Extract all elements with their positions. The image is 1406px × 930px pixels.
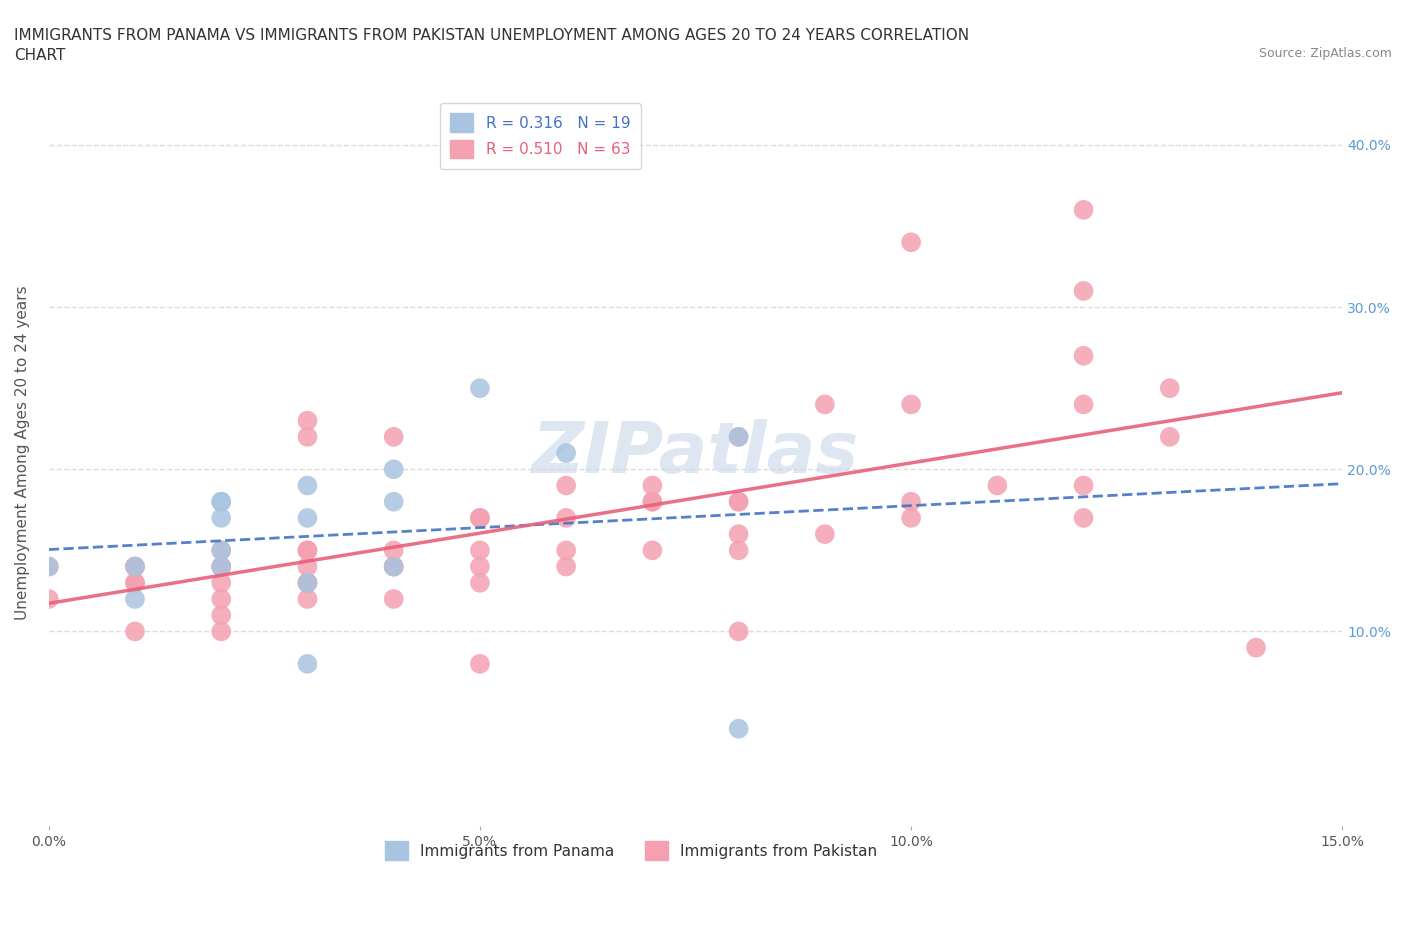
Point	[1073, 203, 1095, 218]
Point	[1159, 430, 1181, 445]
Point	[727, 494, 749, 509]
Point	[555, 478, 578, 493]
Point	[297, 511, 319, 525]
Point	[555, 543, 578, 558]
Point	[641, 494, 664, 509]
Point	[297, 543, 319, 558]
Point	[124, 576, 146, 591]
Point	[468, 511, 491, 525]
Point	[641, 494, 664, 509]
Point	[555, 559, 578, 574]
Text: Source: ZipAtlas.com: Source: ZipAtlas.com	[1258, 46, 1392, 60]
Y-axis label: Unemployment Among Ages 20 to 24 years: Unemployment Among Ages 20 to 24 years	[15, 286, 30, 620]
Point	[297, 657, 319, 671]
Point	[124, 624, 146, 639]
Point	[468, 543, 491, 558]
Point	[1073, 478, 1095, 493]
Point	[297, 430, 319, 445]
Text: ZIPatlas: ZIPatlas	[531, 418, 859, 487]
Point	[382, 559, 405, 574]
Point	[727, 430, 749, 445]
Point	[1073, 284, 1095, 299]
Point	[986, 478, 1008, 493]
Point	[468, 576, 491, 591]
Point	[382, 430, 405, 445]
Point	[382, 543, 405, 558]
Point	[468, 511, 491, 525]
Point	[297, 413, 319, 428]
Point	[727, 494, 749, 509]
Point	[209, 624, 232, 639]
Point	[900, 397, 922, 412]
Point	[38, 559, 60, 574]
Point	[209, 608, 232, 623]
Point	[727, 624, 749, 639]
Point	[1073, 397, 1095, 412]
Point	[297, 543, 319, 558]
Point	[209, 543, 232, 558]
Point	[900, 511, 922, 525]
Point	[209, 559, 232, 574]
Point	[124, 576, 146, 591]
Point	[468, 559, 491, 574]
Point	[124, 559, 146, 574]
Point	[297, 559, 319, 574]
Point	[209, 494, 232, 509]
Point	[641, 478, 664, 493]
Point	[814, 397, 837, 412]
Point	[382, 591, 405, 606]
Point	[124, 591, 146, 606]
Point	[38, 591, 60, 606]
Point	[124, 559, 146, 574]
Point	[555, 511, 578, 525]
Point	[727, 526, 749, 541]
Point	[209, 559, 232, 574]
Point	[209, 494, 232, 509]
Point	[382, 462, 405, 477]
Point	[297, 576, 319, 591]
Point	[38, 559, 60, 574]
Point	[209, 559, 232, 574]
Point	[1073, 349, 1095, 364]
Legend: Immigrants from Panama, Immigrants from Pakistan: Immigrants from Panama, Immigrants from …	[374, 830, 887, 870]
Point	[1073, 511, 1095, 525]
Point	[468, 380, 491, 395]
Point	[382, 559, 405, 574]
Point	[814, 526, 837, 541]
Point	[382, 559, 405, 574]
Point	[209, 511, 232, 525]
Point	[297, 478, 319, 493]
Point	[1244, 640, 1267, 655]
Point	[124, 559, 146, 574]
Point	[900, 234, 922, 249]
Point	[297, 576, 319, 591]
Point	[727, 722, 749, 737]
Point	[900, 494, 922, 509]
Text: IMMIGRANTS FROM PANAMA VS IMMIGRANTS FROM PAKISTAN UNEMPLOYMENT AMONG AGES 20 TO: IMMIGRANTS FROM PANAMA VS IMMIGRANTS FRO…	[14, 28, 969, 62]
Point	[297, 591, 319, 606]
Point	[1159, 380, 1181, 395]
Point	[209, 543, 232, 558]
Point	[727, 543, 749, 558]
Point	[727, 430, 749, 445]
Point	[641, 543, 664, 558]
Point	[297, 576, 319, 591]
Point	[555, 445, 578, 460]
Point	[209, 576, 232, 591]
Point	[468, 657, 491, 671]
Point	[382, 494, 405, 509]
Point	[209, 591, 232, 606]
